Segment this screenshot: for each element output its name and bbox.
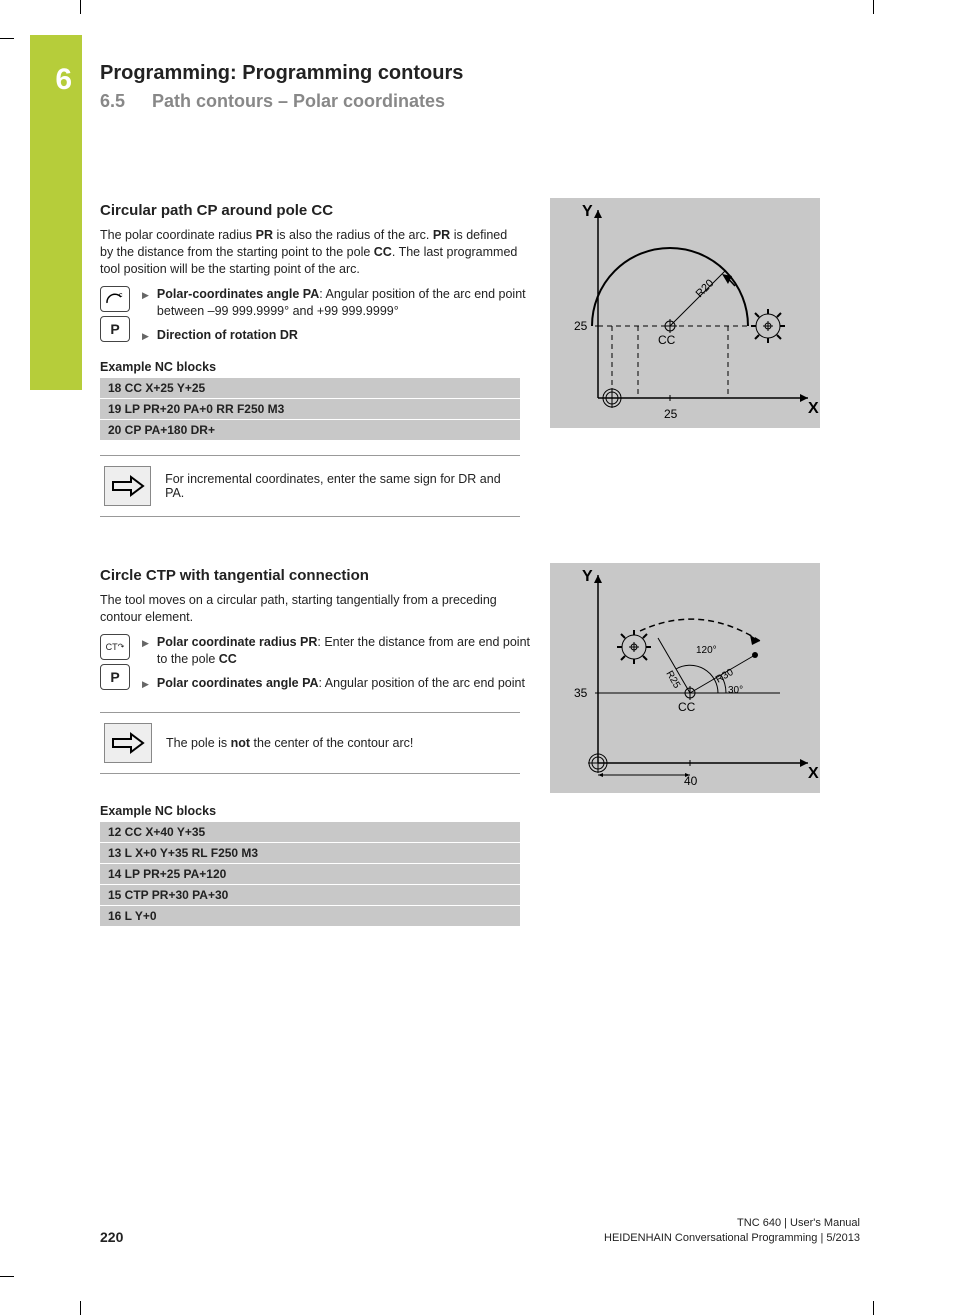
svg-text:30°: 30° (728, 685, 743, 696)
svg-text:25: 25 (664, 407, 678, 421)
page-number: 220 (100, 1229, 123, 1245)
s1-intro: The polar coordinate radius PR is also t… (100, 227, 520, 278)
svg-text:CC: CC (658, 333, 676, 347)
svg-text:c: c (119, 292, 123, 299)
code-line: 12 CC X+40 Y+35 (100, 822, 520, 843)
page-footer: 220 TNC 640 | User's Manual HEIDENHAIN C… (100, 1216, 860, 1245)
footer-text: TNC 640 | User's Manual HEIDENHAIN Conve… (604, 1216, 860, 1245)
s1-bullets: Polar-coordinates angle PA: Angular posi… (142, 286, 530, 351)
chapter-sidebar: 6 (30, 35, 82, 390)
code-line: 20 CP PA+180 DR+ (100, 420, 520, 441)
code-line: 19 LP PR+20 PA+0 RR F250 M3 (100, 399, 520, 420)
s2-example-label: Example NC blocks (100, 804, 530, 818)
svg-text:120°: 120° (696, 645, 717, 656)
svg-text:CC: CC (678, 700, 696, 714)
ct-icon: CT↷ (100, 634, 130, 660)
s2-heading: Circle CTP with tangential connection (100, 567, 530, 584)
code-line: 16 L Y+0 (100, 906, 520, 927)
code-line: 15 CTP PR+30 PA+30 (100, 885, 520, 906)
p-icon: P (100, 664, 130, 690)
p-icon: P (100, 316, 130, 342)
arrow-icon (104, 723, 152, 763)
svg-text:25: 25 (574, 319, 588, 333)
s2-bullets: Polar coordinate radius PR: Enter the di… (142, 634, 530, 699)
code-line: 18 CC X+25 Y+25 (100, 378, 520, 399)
s1-heading: Circular path CP around pole CC (100, 202, 530, 219)
code-line: 14 LP PR+25 PA+120 (100, 864, 520, 885)
chapter-title: Programming: Programming contours (100, 62, 860, 85)
s1-note: For incremental coordinates, enter the s… (100, 455, 520, 517)
s1-icon-stack: c P (100, 286, 130, 342)
svg-text:Y: Y (582, 203, 593, 220)
chapter-number: 6 (30, 35, 82, 97)
svg-text:X: X (808, 400, 819, 417)
s2-code: 12 CC X+40 Y+35 13 L X+0 Y+35 RL F250 M3… (100, 822, 520, 927)
svg-text:X: X (808, 765, 819, 782)
section-title: 6.5Path contours – Polar coordinates (100, 91, 860, 112)
code-line: 13 L X+0 Y+35 RL F250 M3 (100, 843, 520, 864)
s1-figure: X Y 25 25 (550, 198, 820, 428)
svg-text:35: 35 (574, 686, 588, 700)
arrow-icon (104, 466, 151, 506)
s2-figure: X Y 40 35 CC (550, 563, 820, 793)
svg-text:Y: Y (582, 568, 593, 585)
s2-icon-stack: CT↷ P (100, 634, 130, 690)
s1-code: 18 CC X+25 Y+25 19 LP PR+20 PA+0 RR F250… (100, 378, 520, 441)
s2-intro: The tool moves on a circular path, start… (100, 592, 520, 626)
s1-example-label: Example NC blocks (100, 360, 530, 374)
arc-icon: c (100, 286, 130, 312)
s2-note: The pole is not the center of the contou… (100, 712, 520, 774)
